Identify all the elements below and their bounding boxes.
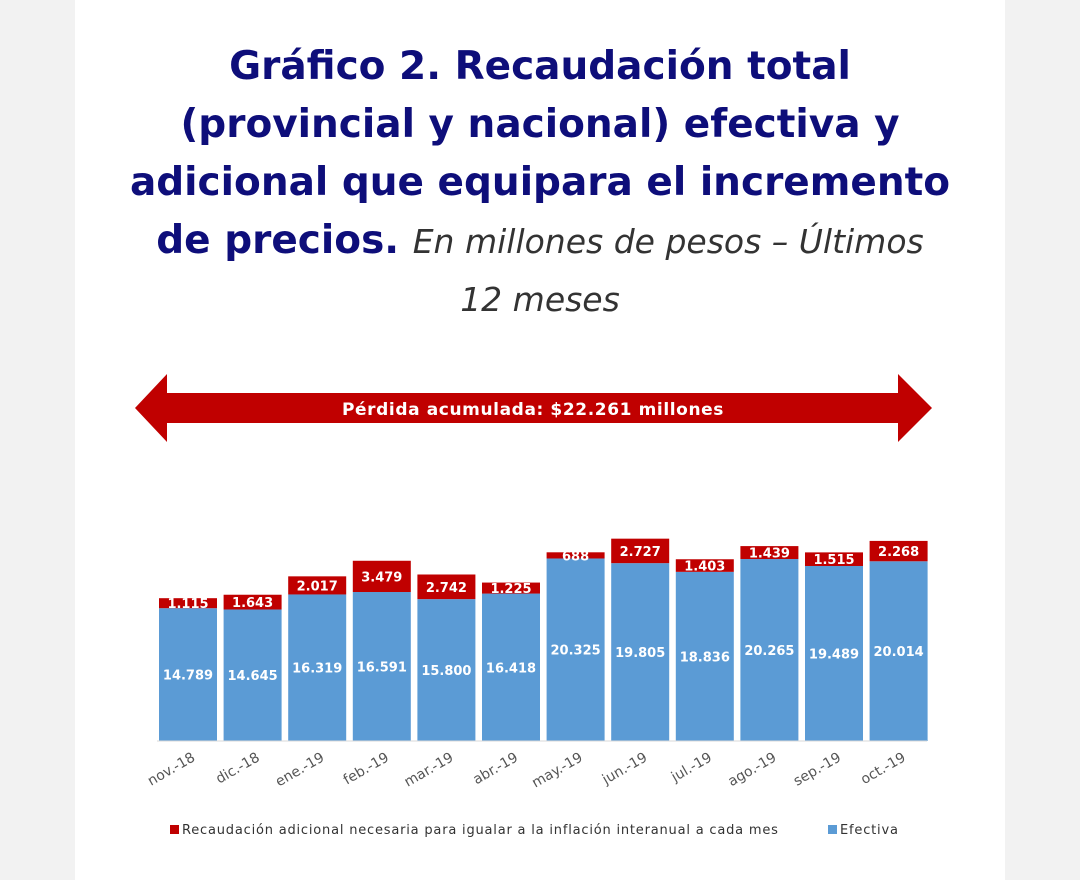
x-tick-label: ene.-19 <box>273 750 327 791</box>
x-tick-label: sep.-19 <box>791 750 844 790</box>
x-tick-label: may.-19 <box>529 750 585 792</box>
data-label-adicional: 688 <box>562 549 589 564</box>
bar-efectiva <box>546 558 605 741</box>
data-label-adicional: 2.727 <box>620 545 661 560</box>
legend-label-adicional: Recaudación adicional necesaria para igu… <box>182 823 779 838</box>
data-label-adicional: 3.479 <box>361 570 402 585</box>
bar-efectiva <box>223 609 282 741</box>
bar-efectiva <box>740 559 799 741</box>
loss-arrow-label: Pérdida acumulada: $22.261 millones <box>342 400 724 420</box>
x-tick-label: ago.-19 <box>725 750 779 790</box>
legend-label-efectiva: Efectiva <box>840 823 899 838</box>
data-label-efectiva: 20.325 <box>551 644 601 659</box>
bar-efectiva <box>805 565 863 741</box>
legend: Recaudación adicional necesaria para igu… <box>170 823 899 838</box>
data-label-adicional: 1.439 <box>749 547 790 562</box>
x-tick-label: mar.-19 <box>402 750 457 791</box>
data-label-adicional: 2.742 <box>426 581 467 596</box>
bar-adicional <box>159 598 217 609</box>
bar-adicional <box>288 576 347 595</box>
data-label-efectiva: 20.014 <box>874 645 924 660</box>
bar-efectiva <box>675 571 734 741</box>
title-line-1: Gráfico 2. Recaudación total <box>229 44 851 89</box>
x-tick-label: feb.-19 <box>341 750 392 789</box>
bar-efectiva <box>482 593 540 741</box>
chart-subtitle-line-2: 12 meses <box>460 280 620 319</box>
bar-efectiva <box>869 561 928 741</box>
bars-group: 14.789 1.115 14.645 1.643 16.319 2.017 16.591 3… <box>159 538 928 741</box>
bar-adicional <box>675 559 734 572</box>
data-label-adicional: 1.225 <box>490 582 531 597</box>
data-label-efectiva: 19.489 <box>809 647 859 662</box>
data-label-efectiva: 15.800 <box>421 664 471 679</box>
x-tick-label: oct.-19 <box>858 750 909 788</box>
x-tick-label: jun.-19 <box>599 750 650 789</box>
data-label-adicional: 2.268 <box>878 545 919 560</box>
loss-arrow: Pérdida acumulada: $22.261 millones <box>135 374 932 442</box>
bar-efectiva <box>352 592 411 741</box>
chart-card: Gráfico 2. Recaudación total (provincial… <box>75 0 1005 880</box>
x-tick-label: nov.-18 <box>145 750 198 790</box>
data-label-adicional: 1.115 <box>167 597 208 612</box>
title-line-2: (provincial y nacional) efectiva y <box>180 102 900 147</box>
bar-adicional <box>546 552 605 559</box>
data-label-efectiva: 18.836 <box>680 650 730 665</box>
data-label-adicional: 1.643 <box>232 596 273 611</box>
bar-adicional <box>805 552 863 566</box>
data-label-efectiva: 19.805 <box>615 646 665 661</box>
data-label-efectiva: 20.265 <box>744 644 794 659</box>
title-line-3: adicional que equipara el incremento <box>129 160 951 205</box>
data-label-adicional: 1.403 <box>684 560 725 575</box>
data-label-efectiva: 14.789 <box>163 669 213 684</box>
bar-adicional <box>223 594 282 610</box>
bar-adicional <box>869 540 928 562</box>
bar-efectiva <box>159 608 217 741</box>
data-label-efectiva: 14.645 <box>228 669 278 684</box>
x-tick-label: abr.-19 <box>470 750 521 788</box>
title-line-4-bold: de precios. <box>156 218 400 263</box>
bar-adicional <box>740 546 799 560</box>
chart-subtitle: En millones de pesos – Últimos <box>412 222 924 261</box>
data-label-efectiva: 16.319 <box>292 662 342 677</box>
data-label-adicional: 2.017 <box>297 579 338 594</box>
title-line-4: de precios. En millones de pesos – Últim… <box>75 212 1005 271</box>
bar-adicional <box>417 574 476 600</box>
loss-arrow-shape <box>135 374 932 442</box>
data-label-efectiva: 16.418 <box>486 661 536 676</box>
x-tick-label: jul.-19 <box>668 750 715 786</box>
bar-efectiva <box>611 563 670 741</box>
chart-title: Gráfico 2. Recaudación total (provincial… <box>75 38 1005 329</box>
data-label-adicional: 1.515 <box>813 553 854 568</box>
bar-adicional <box>482 582 540 594</box>
x-tick-label: dic.-18 <box>213 750 262 788</box>
bar-efectiva <box>417 599 476 741</box>
x-axis-ticks: nov.-18 dic.-18 ene.-19 feb.-19 mar.-19 abr.-… <box>145 750 909 792</box>
data-label-efectiva: 16.591 <box>357 661 407 676</box>
bar-efectiva <box>288 594 347 741</box>
bar-adicional <box>611 538 670 564</box>
legend-swatch-adicional <box>170 825 179 834</box>
bar-adicional <box>352 560 411 593</box>
chart-area: Pérdida acumulada: $22.261 millones 14.7… <box>135 374 932 838</box>
legend-swatch-efectiva <box>828 825 837 834</box>
